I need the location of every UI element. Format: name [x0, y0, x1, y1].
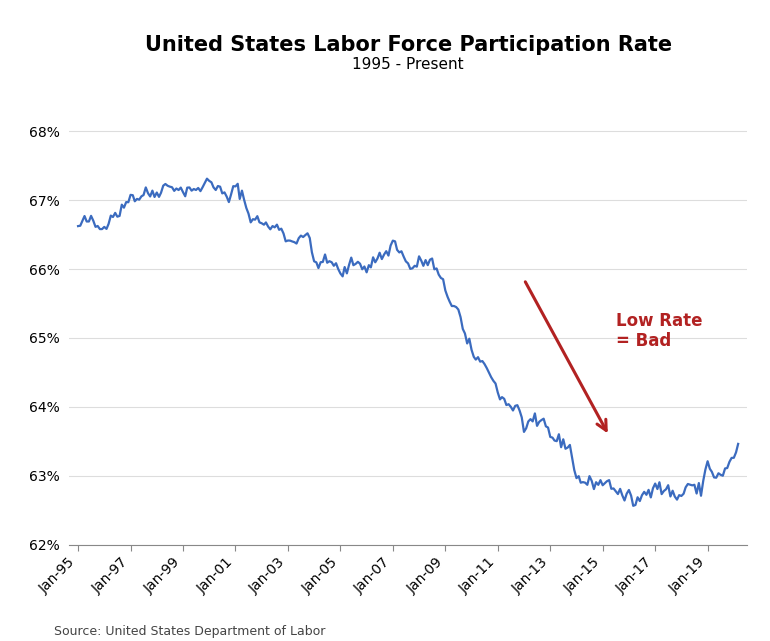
Text: 1995 - Present: 1995 - Present — [353, 56, 464, 72]
Title: United States Labor Force Participation Rate: United States Labor Force Participation … — [145, 35, 671, 55]
Text: Low Rate
= Bad: Low Rate = Bad — [616, 312, 702, 351]
Text: Source: United States Department of Labor: Source: United States Department of Labo… — [54, 625, 325, 638]
